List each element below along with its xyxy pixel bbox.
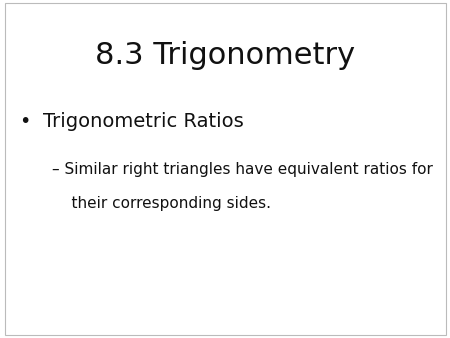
Text: Trigonometric Ratios: Trigonometric Ratios — [43, 112, 243, 130]
Text: 8.3 Trigonometry: 8.3 Trigonometry — [95, 41, 355, 70]
Text: •: • — [19, 112, 31, 130]
Text: their corresponding sides.: their corresponding sides. — [52, 196, 271, 211]
Text: – Similar right triangles have equivalent ratios for: – Similar right triangles have equivalen… — [52, 162, 432, 177]
